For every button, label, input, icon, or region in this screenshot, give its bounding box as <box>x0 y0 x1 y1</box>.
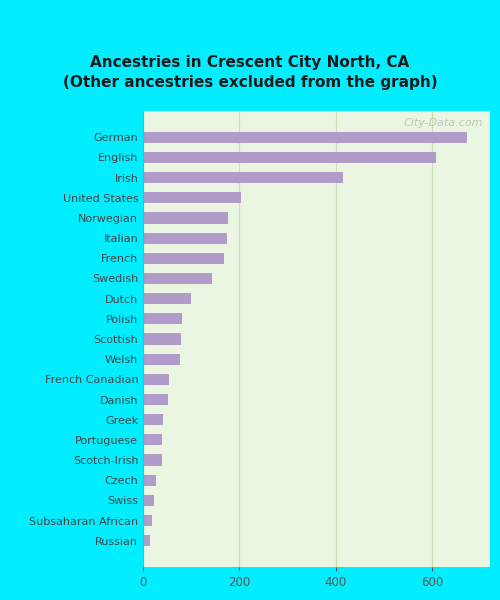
Bar <box>142 233 227 244</box>
Bar <box>142 192 242 203</box>
Bar <box>142 253 224 264</box>
Bar <box>142 434 162 445</box>
Bar <box>142 515 152 526</box>
Bar <box>142 334 181 344</box>
Bar <box>142 414 163 425</box>
Bar <box>142 212 228 224</box>
Bar <box>142 374 169 385</box>
Bar <box>142 454 162 466</box>
Bar <box>142 293 191 304</box>
Bar <box>142 495 154 506</box>
Bar <box>142 394 168 405</box>
Bar <box>142 535 150 546</box>
Bar <box>142 273 212 284</box>
Text: Ancestries in Crescent City North, CA: Ancestries in Crescent City North, CA <box>90 55 409 70</box>
Bar <box>142 475 156 486</box>
Text: (Other ancestries excluded from the graph): (Other ancestries excluded from the grap… <box>62 75 438 90</box>
Bar <box>142 172 343 183</box>
Bar <box>142 152 436 163</box>
Bar <box>142 313 182 325</box>
Bar <box>142 132 467 143</box>
Text: City-Data.com: City-Data.com <box>404 118 483 128</box>
Bar <box>142 353 180 365</box>
